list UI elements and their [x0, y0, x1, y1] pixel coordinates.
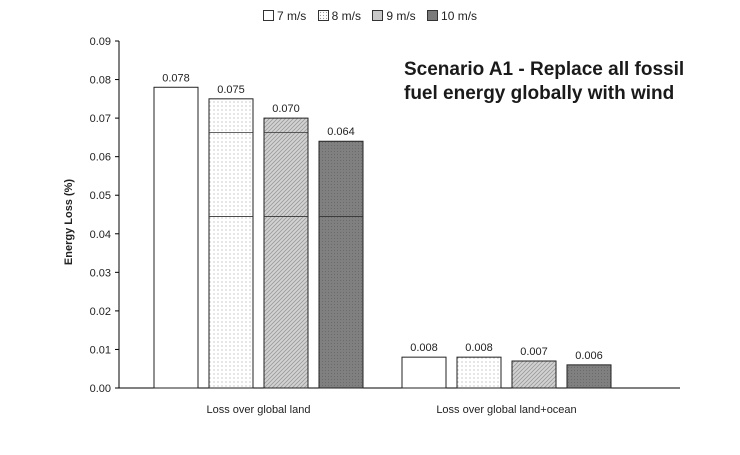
x-tick-label: Loss over global land	[207, 404, 311, 416]
y-tick-label: 0.00	[90, 383, 111, 395]
data-label: 0.070	[272, 103, 300, 115]
data-label: 0.007	[520, 346, 548, 358]
data-label: 0.008	[465, 342, 493, 354]
y-tick-label: 0.01	[90, 344, 111, 356]
scenario-annotation: Scenario A1 - Replace all fossil fuel en…	[404, 59, 685, 104]
y-tick-label: 0.03	[90, 267, 111, 279]
y-axis-label: Energy Loss (%)	[63, 179, 75, 266]
y-tick-label: 0.07	[90, 113, 111, 125]
data-label: 0.075	[217, 84, 245, 96]
data-label: 0.008	[410, 342, 438, 354]
legend: 7 m/s 8 m/s 9 m/s 10 m/s	[0, 9, 740, 23]
legend-item-10: 10 m/s	[427, 9, 477, 23]
data-label: 0.064	[327, 126, 355, 138]
bar	[318, 140, 364, 389]
bar	[153, 86, 199, 389]
x-tick-label: Loss over global land+ocean	[436, 404, 576, 416]
data-label: 0.078	[162, 72, 190, 84]
y-tick-label: 0.09	[90, 36, 111, 48]
bar	[456, 356, 502, 389]
legend-item-9: 9 m/s	[372, 9, 416, 23]
bar	[263, 117, 309, 389]
bar	[566, 364, 612, 389]
y-tick-label: 0.05	[90, 190, 111, 202]
y-tick-label: 0.02	[90, 306, 111, 318]
bar	[401, 356, 447, 389]
legend-item-7: 7 m/s	[262, 9, 306, 23]
y-tick-label: 0.04	[90, 229, 111, 241]
bar	[511, 360, 557, 389]
bar	[208, 98, 254, 389]
data-label: 0.006	[575, 350, 603, 362]
y-tick-label: 0.06	[90, 152, 111, 164]
y-tick-label: 0.08	[90, 75, 111, 87]
legend-item-8: 8 m/s	[317, 9, 361, 23]
